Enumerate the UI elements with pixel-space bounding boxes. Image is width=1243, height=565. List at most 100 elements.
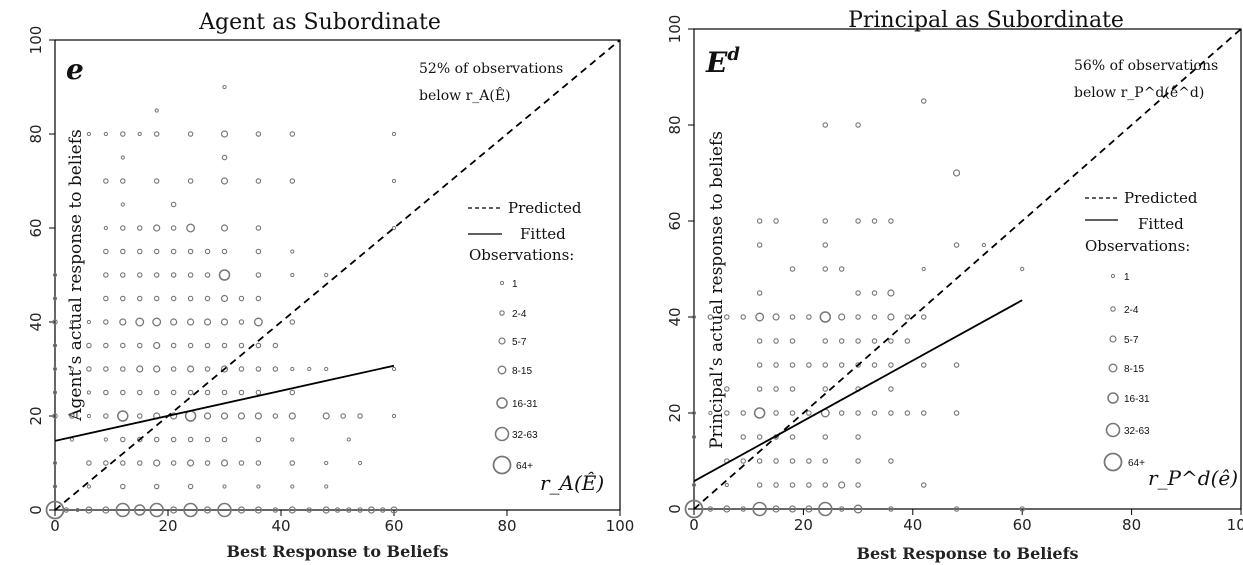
observation-point: [103, 248, 109, 255]
observation-point: [187, 389, 194, 396]
legend-size-marker: [499, 280, 505, 286]
observation-point: [289, 319, 296, 325]
annotation-line1: 56% of observations: [1074, 58, 1218, 74]
panel-letter: Ed: [705, 44, 740, 79]
observation-point: [170, 295, 177, 302]
observation-point: [789, 482, 796, 488]
observation-point: [222, 484, 227, 489]
observation-point: [255, 436, 262, 443]
legend-size-marker: [1108, 363, 1118, 373]
observation-point: [120, 342, 126, 349]
observation-point: [838, 338, 845, 344]
x-tick-label: 0: [689, 516, 699, 534]
observation-point: [379, 507, 386, 513]
observation-point: [756, 434, 763, 440]
observation-point: [237, 506, 246, 514]
observation-point: [170, 225, 177, 231]
observation-point: [183, 502, 198, 518]
x-tick-label: 80: [497, 517, 516, 535]
x-tick-label: 40: [903, 516, 922, 534]
observation-point: [855, 434, 861, 440]
observation-point: [290, 484, 295, 489]
observation-point: [69, 319, 75, 325]
observation-point: [773, 338, 779, 344]
x-tick-label: 0: [50, 517, 60, 535]
x-tick-label: 100: [1227, 516, 1243, 534]
observation-point: [103, 342, 109, 349]
observation-point: [289, 178, 296, 184]
observation-point: [789, 410, 796, 416]
observation-point: [756, 290, 763, 296]
observation-point: [103, 319, 109, 325]
observation-point: [789, 362, 796, 368]
corner-label: r_P^d(ê): [1148, 466, 1238, 490]
observation-point: [953, 362, 960, 368]
legend-size-label: 8-15: [512, 366, 532, 377]
observation-point: [888, 362, 894, 368]
observation-point: [740, 410, 746, 416]
observation-point: [707, 314, 714, 320]
observation-point: [103, 413, 109, 419]
observation-point: [255, 389, 262, 396]
observation-point: [137, 413, 143, 419]
observation-point: [789, 266, 796, 272]
observation-point: [135, 317, 145, 327]
observation-point: [272, 507, 279, 513]
observation-point: [334, 507, 341, 513]
observation-point: [52, 390, 58, 395]
observation-point: [102, 506, 110, 514]
observation-point: [920, 410, 927, 416]
observation-point: [238, 319, 245, 325]
observation-point: [137, 342, 143, 349]
observation-point: [773, 386, 779, 392]
observation-point: [220, 294, 229, 303]
observation-point: [120, 178, 126, 184]
legend-predicted-label: Predicted: [1124, 189, 1198, 207]
observation-point: [324, 484, 329, 489]
observation-point: [86, 319, 92, 325]
y-tick-label: 60: [27, 218, 45, 237]
observation-point: [237, 412, 246, 420]
observation-point: [220, 177, 229, 185]
observation-point: [103, 366, 109, 372]
observation-point: [103, 389, 109, 396]
observation-point: [170, 272, 177, 278]
observation-point: [691, 410, 697, 416]
legend-observations-label: Observations:: [1085, 237, 1190, 255]
observation-point: [221, 342, 228, 349]
observation-point: [708, 410, 713, 416]
observation-point: [256, 484, 261, 489]
observation-point: [788, 505, 797, 513]
observation-point: [920, 362, 927, 368]
observation-point: [740, 434, 746, 440]
observation-point: [773, 458, 779, 464]
observation-point: [888, 458, 894, 464]
observation-point: [103, 460, 109, 466]
observation-point: [871, 314, 878, 320]
y-axis-label: Principal’s actual response to beliefs: [707, 131, 727, 449]
observation-point: [805, 505, 813, 513]
observation-point: [838, 362, 845, 368]
plot-frame: [54, 39, 621, 511]
observation-point: [69, 437, 75, 442]
legend-size-label: 2-4: [512, 309, 527, 320]
observation-point: [324, 272, 329, 278]
observation-point: [137, 436, 143, 443]
observation-point: [69, 413, 75, 419]
observation-point: [288, 412, 296, 420]
observation-point: [822, 434, 829, 440]
predicted-line: [693, 28, 1242, 510]
observation-point: [822, 482, 829, 488]
x-axis-label: Best Response to Beliefs: [227, 542, 449, 561]
observation-point: [153, 272, 160, 278]
legend-size-label: 64+: [516, 461, 533, 472]
observation-point: [86, 460, 92, 466]
chart-title: Agent as Subordinate: [198, 10, 441, 35]
observation-point: [272, 413, 279, 419]
observation-point: [838, 506, 845, 512]
observation-point: [920, 314, 927, 320]
observation-point: [871, 410, 878, 416]
panel-agent: Agent as Subordinate 0 20 40 60 80 100 0 20 40 60 8…: [27, 10, 634, 561]
observation-point: [740, 458, 746, 464]
observation-point: [724, 410, 730, 416]
